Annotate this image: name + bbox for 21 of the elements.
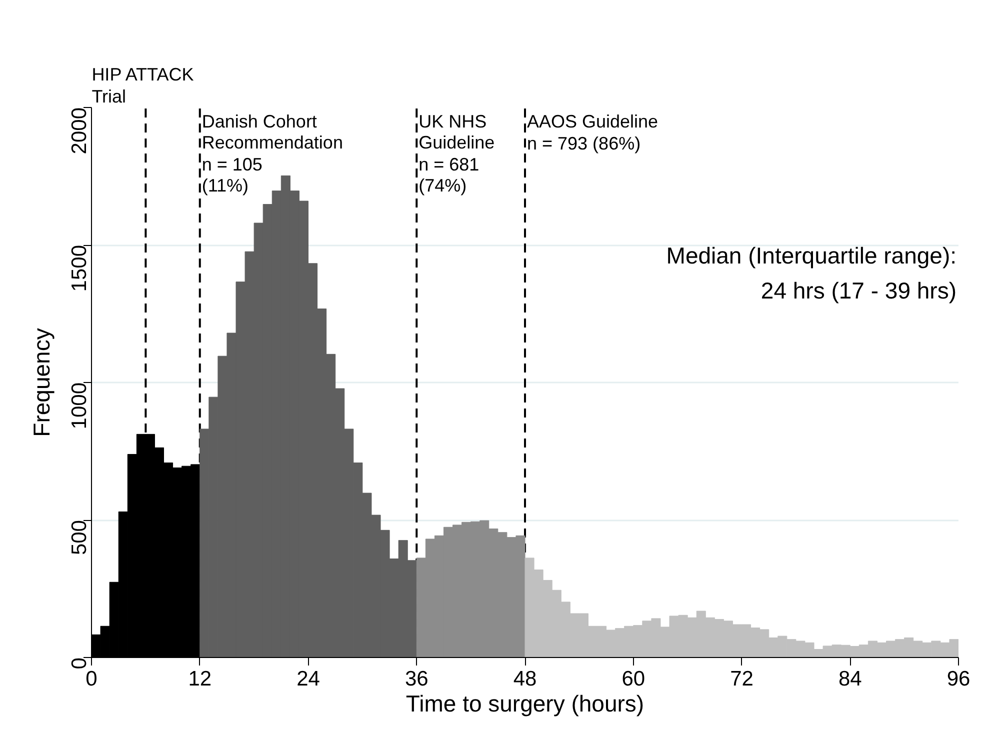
x-axis-title: Time to surgery (hours) — [406, 690, 644, 716]
y-tick-label: 1500 — [68, 245, 91, 292]
ref-line-label: AAOS Guideline — [527, 112, 658, 132]
x-tick-label: 84 — [838, 668, 862, 690]
x-tick-label: 72 — [730, 668, 754, 690]
x-tick-label: 12 — [188, 668, 212, 690]
x-tick-label: 60 — [622, 668, 646, 690]
y-tick-label: 500 — [68, 520, 91, 556]
x-tick-label: 24 — [296, 668, 320, 690]
y-tick-label: 1000 — [68, 382, 91, 430]
annotation: n = 681 (74%) — [418, 154, 480, 196]
y-tick-label: 0 — [68, 657, 91, 670]
y-axis-title: Frequency — [28, 328, 54, 437]
annotation: n = 793 (86%) — [527, 134, 641, 154]
x-tick-label: 48 — [513, 668, 537, 690]
y-tick-label: 2000 — [68, 108, 91, 154]
x-tick-label: 96 — [946, 668, 970, 690]
annotation: n = 105 (11%) — [202, 154, 262, 196]
annotation: Median (Interquartile range): 24 hrs (17 - 39 hrs) — [666, 242, 957, 304]
ref-line-label: HIP ATTACK Trial — [92, 64, 194, 106]
x-tick-label: 36 — [404, 668, 428, 690]
